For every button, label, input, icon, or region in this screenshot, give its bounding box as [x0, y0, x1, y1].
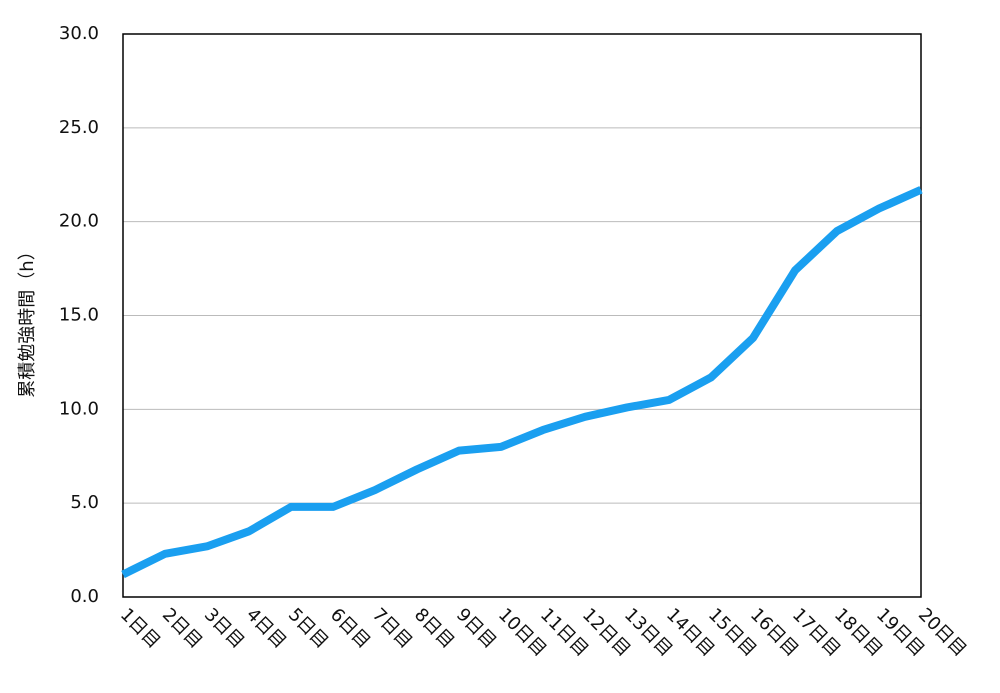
x-tick-label: 1日目	[116, 604, 164, 652]
x-tick-label: 5日目	[284, 604, 332, 652]
x-tick-label: 7日目	[368, 604, 416, 652]
y-tick-label: 10.0	[59, 398, 99, 419]
y-tick-label: 5.0	[70, 492, 99, 513]
y-tick-label: 25.0	[59, 117, 99, 138]
y-axis-label: 累積勉強時間（h）	[17, 242, 38, 397]
x-tick-label: 6日目	[326, 604, 374, 652]
y-tick-label: 15.0	[59, 305, 99, 326]
x-tick-label: 3日目	[200, 604, 248, 652]
x-tick-label: 4日目	[242, 604, 290, 652]
plot-border	[122, 33, 922, 598]
y-tick-label: 30.0	[59, 23, 99, 44]
x-tick-label: 8日目	[410, 604, 458, 652]
y-tick-label: 0.0	[70, 586, 99, 607]
data-line	[121, 186, 923, 579]
y-tick-label: 20.0	[59, 211, 99, 232]
x-tick-label: 20日目	[914, 604, 971, 661]
x-tick-label: 2日目	[158, 604, 206, 652]
x-tick-label: 9日目	[452, 604, 500, 652]
